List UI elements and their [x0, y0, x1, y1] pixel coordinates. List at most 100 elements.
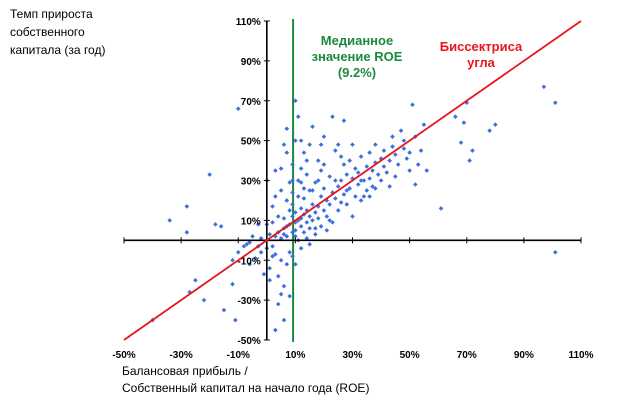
y-tick-label: 50%: [241, 137, 261, 148]
data-point: [310, 188, 315, 193]
data-point: [281, 283, 287, 289]
scatter-points: [150, 84, 558, 333]
data-point: [324, 214, 330, 219]
data-point: [370, 184, 375, 189]
data-point: [470, 148, 475, 153]
bisector: [123, 20, 582, 341]
data-point: [293, 228, 298, 233]
bisector-annotation-line: Биссектриса: [440, 39, 523, 54]
data-point: [384, 170, 390, 175]
data-point: [413, 182, 418, 187]
data-point: [273, 234, 278, 239]
data-point: [347, 158, 352, 163]
data-point: [307, 242, 312, 247]
data-point: [350, 142, 355, 147]
data-point: [330, 114, 335, 119]
data-point: [298, 216, 304, 221]
data-point: [298, 224, 304, 229]
y-tick-label: -50%: [237, 336, 260, 347]
data-point: [287, 293, 292, 299]
x-axis-label: Балансовая прибыль / Собственный капитал…: [122, 363, 442, 397]
data-point: [307, 226, 312, 231]
data-point: [287, 208, 292, 213]
data-point: [304, 220, 310, 225]
data-point: [307, 214, 312, 219]
data-point: [458, 140, 464, 145]
data-point: [541, 84, 547, 90]
data-point: [401, 138, 407, 143]
data-point: [273, 327, 278, 333]
data-point: [284, 198, 290, 203]
data-point: [330, 220, 335, 225]
data-point: [278, 291, 284, 297]
y-axis-label-line: Темп прироста: [10, 7, 93, 21]
y-tick-label: 70%: [241, 97, 261, 108]
data-point: [344, 202, 350, 207]
data-point: [278, 166, 284, 171]
data-point: [273, 194, 278, 199]
data-point: [321, 162, 327, 167]
data-point: [284, 261, 290, 267]
data-point: [330, 190, 335, 195]
data-point: [184, 230, 190, 235]
data-point: [318, 194, 324, 199]
data-point: [335, 142, 341, 147]
data-point: [418, 148, 424, 153]
data-point: [370, 168, 375, 173]
data-point: [295, 178, 301, 183]
data-point: [333, 148, 338, 153]
y-axis-label-line: капитала (за год): [10, 43, 106, 57]
data-point: [167, 218, 172, 223]
x-tick-label: 50%: [400, 350, 420, 361]
data-point: [361, 194, 367, 199]
data-point: [278, 188, 284, 193]
data-point: [375, 172, 381, 177]
data-point: [410, 102, 415, 108]
data-point: [358, 178, 364, 183]
data-point: [310, 124, 315, 129]
x-tick-label: 10%: [285, 350, 305, 361]
y-tick-label: 90%: [241, 57, 261, 68]
data-point: [321, 186, 327, 191]
data-point: [364, 188, 370, 193]
data-point: [293, 261, 298, 267]
data-point: [278, 257, 284, 263]
median-annotation-line: Медианное: [321, 33, 393, 48]
data-point: [193, 277, 198, 283]
data-point: [424, 168, 430, 173]
y-tick-label: 10%: [241, 216, 261, 227]
data-point: [461, 120, 467, 125]
data-point: [347, 186, 352, 191]
data-point: [361, 178, 367, 183]
data-point: [273, 168, 278, 173]
data-point: [244, 242, 250, 247]
data-point: [230, 257, 235, 263]
data-point: [321, 208, 327, 213]
data-point: [207, 172, 212, 177]
data-point: [327, 202, 332, 207]
data-point: [358, 154, 364, 159]
data-point: [404, 156, 410, 161]
data-point: [295, 194, 301, 199]
data-point: [270, 220, 275, 225]
data-point: [298, 245, 304, 251]
data-point: [344, 188, 350, 193]
data-point: [281, 232, 287, 237]
data-point: [398, 128, 404, 133]
data-point: [315, 158, 321, 163]
data-point: [335, 184, 341, 189]
data-point: [313, 226, 318, 231]
data-point: [338, 178, 344, 183]
data-point: [250, 234, 255, 239]
data-point: [353, 194, 358, 199]
bisector-line: [123, 20, 582, 341]
x-tick-label: 70%: [457, 350, 477, 361]
data-point: [438, 206, 444, 211]
data-point: [273, 251, 278, 257]
data-point: [201, 297, 207, 303]
data-point: [315, 178, 321, 183]
data-point: [310, 202, 315, 207]
data-point: [298, 206, 304, 211]
y-axis-label-line: собственного: [10, 25, 85, 39]
data-point: [364, 164, 370, 169]
